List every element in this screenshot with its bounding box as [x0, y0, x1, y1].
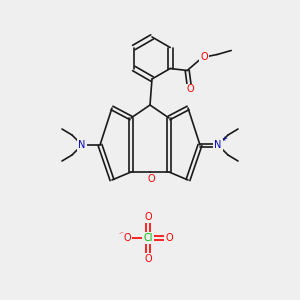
Text: O: O	[186, 85, 194, 94]
Text: O: O	[147, 174, 155, 184]
Text: +: +	[221, 136, 227, 142]
Text: O: O	[144, 254, 152, 264]
Text: O: O	[144, 212, 152, 222]
Text: O: O	[200, 52, 208, 61]
Text: O: O	[123, 233, 131, 243]
Text: Cl: Cl	[143, 233, 153, 243]
Text: ·⁻: ·⁻	[118, 231, 124, 237]
Text: N: N	[78, 140, 86, 150]
Text: O: O	[165, 233, 173, 243]
Text: N: N	[214, 140, 222, 150]
